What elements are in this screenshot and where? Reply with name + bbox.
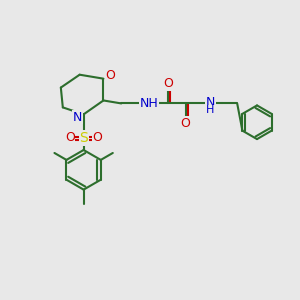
Text: O: O bbox=[65, 130, 75, 144]
Text: N: N bbox=[206, 96, 215, 109]
Text: O: O bbox=[105, 69, 115, 82]
Text: O: O bbox=[163, 77, 173, 90]
Text: O: O bbox=[181, 117, 190, 130]
Text: S: S bbox=[79, 131, 88, 145]
Text: H: H bbox=[206, 105, 214, 116]
Text: NH: NH bbox=[140, 97, 158, 110]
Text: N: N bbox=[73, 111, 82, 124]
Text: O: O bbox=[93, 130, 102, 144]
